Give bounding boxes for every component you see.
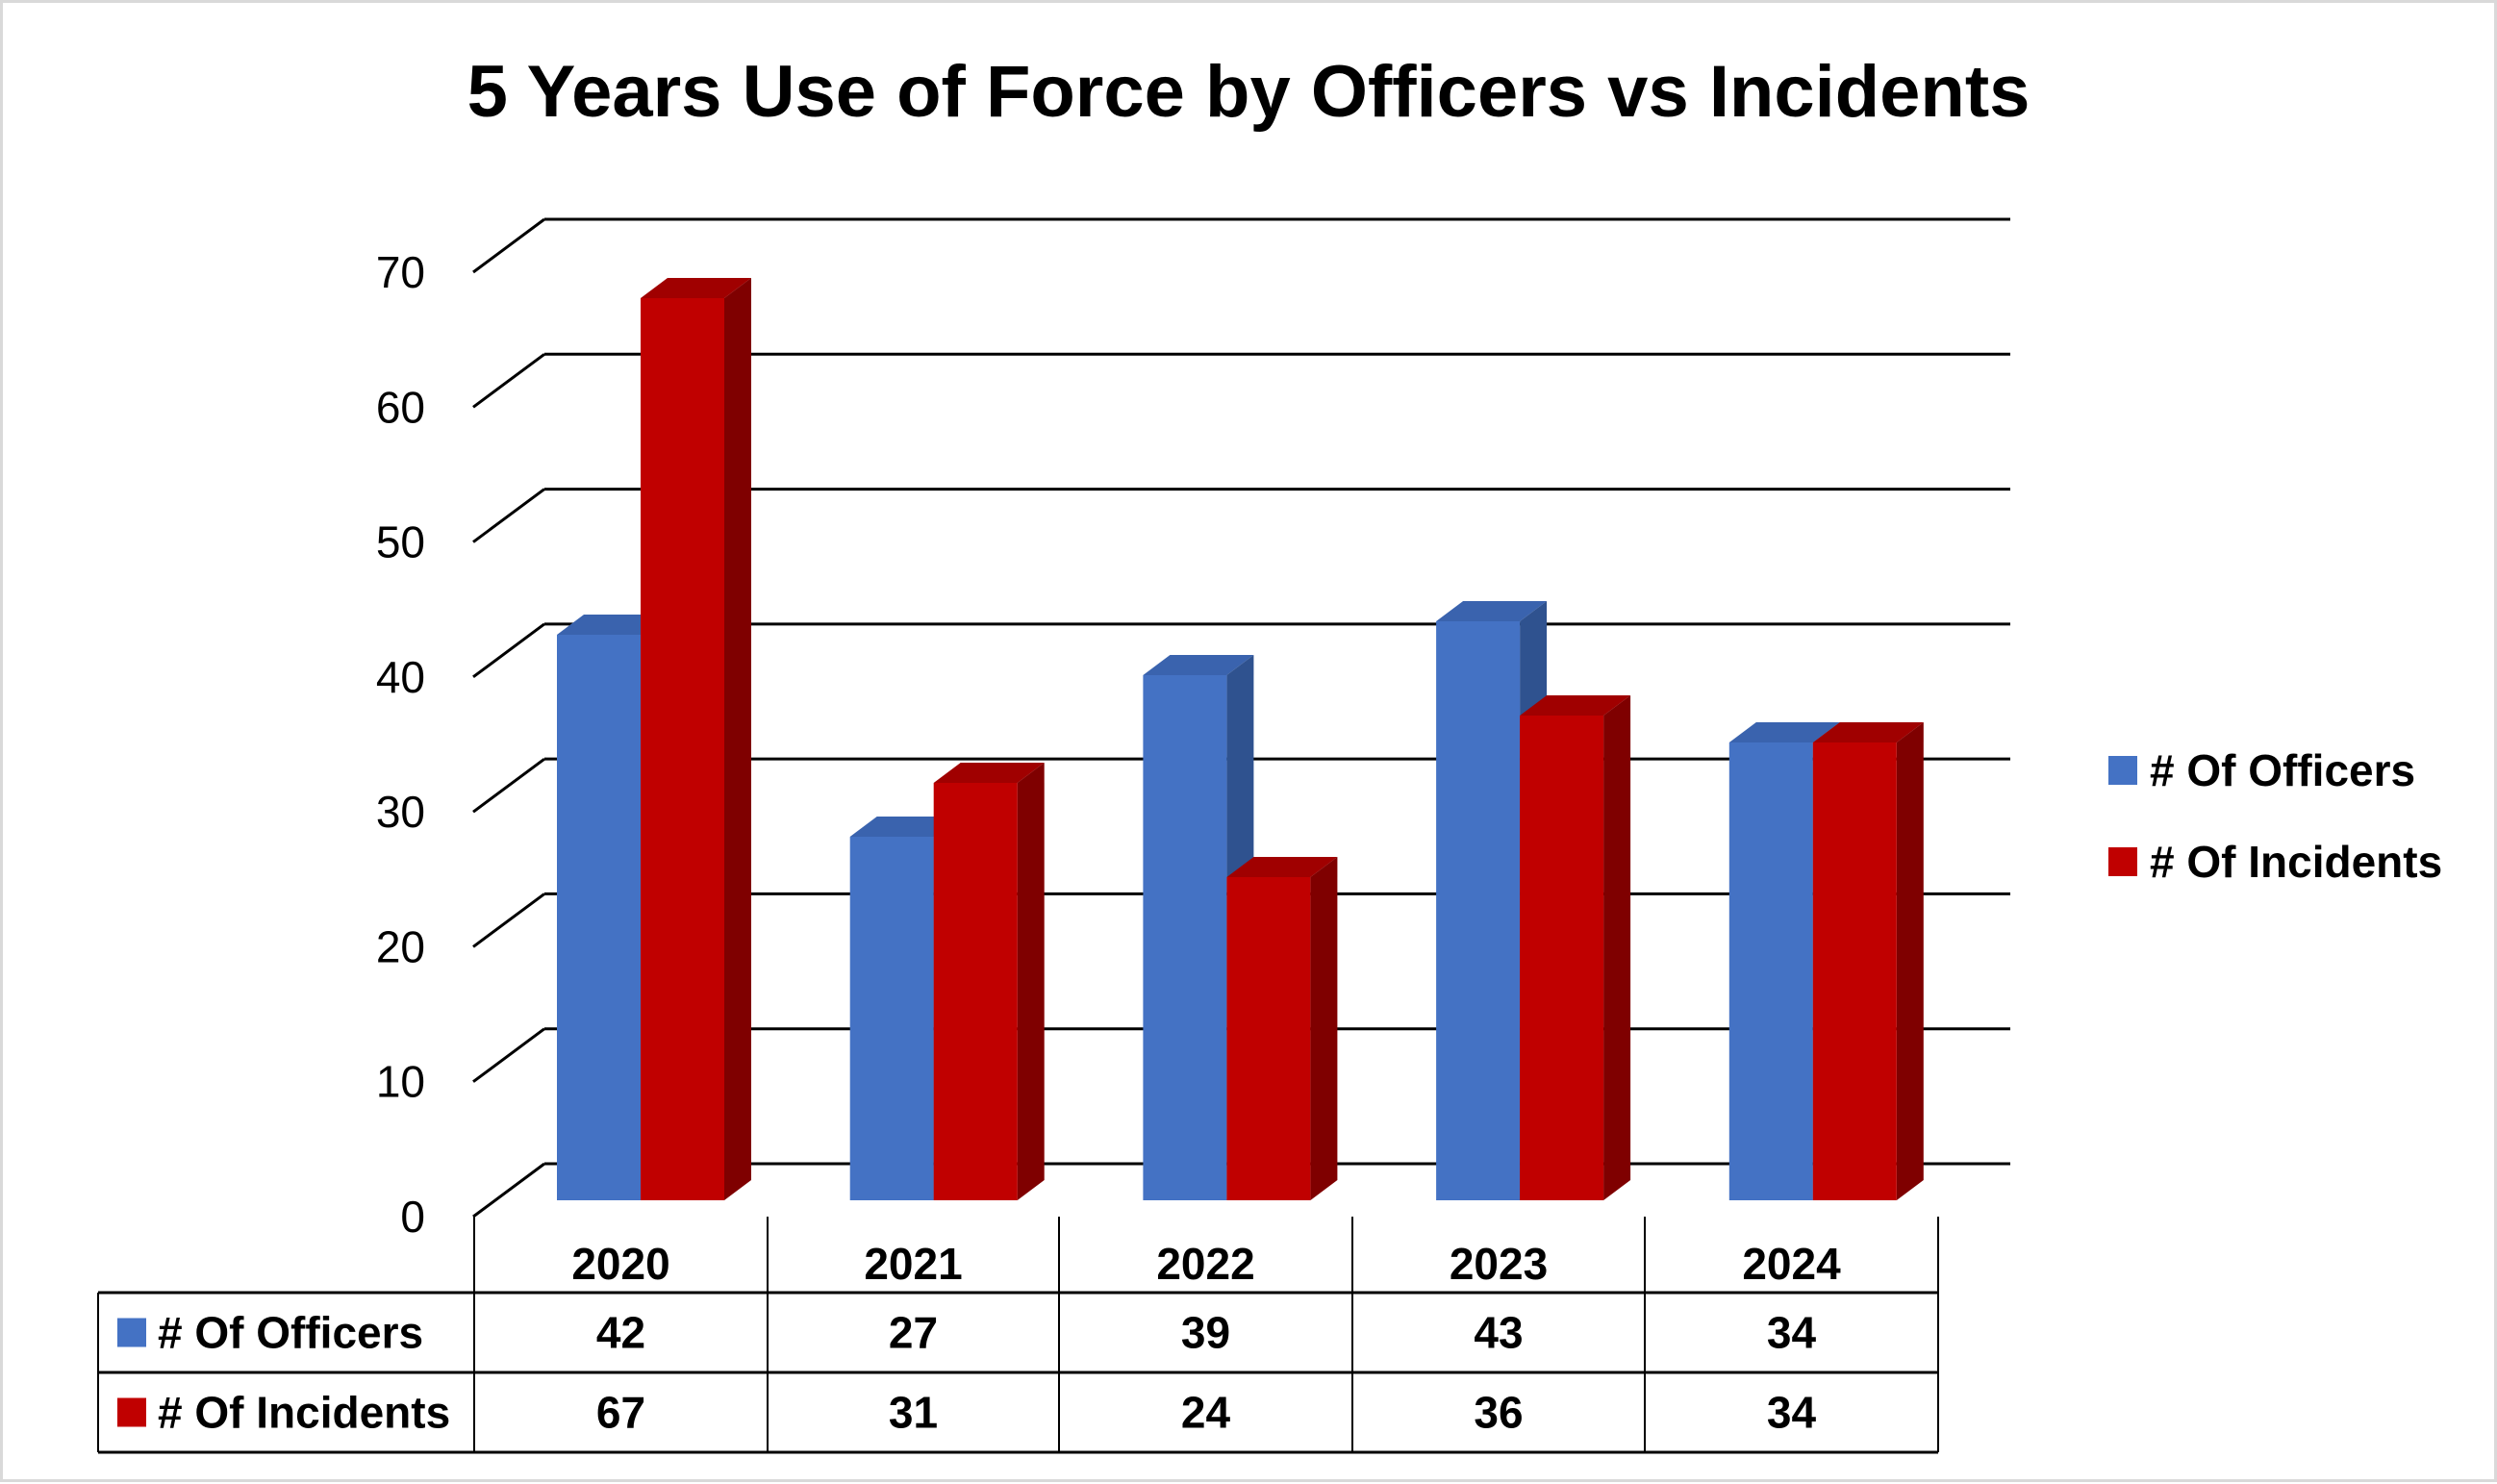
legend-key: [2108, 756, 2137, 785]
bar-top: [641, 278, 751, 298]
gridline-diagonal: [472, 893, 545, 948]
data-table: 2020 42 67 2021 27 31 2022 39 24 2023 43 36 2024 34 34…: [97, 1217, 1939, 1454]
table-value: 34: [1767, 1308, 1817, 1358]
chart-title: 5 Years Use of Force by Officers vs Inci…: [467, 51, 2030, 133]
table-series-label: # Of Officers: [158, 1308, 423, 1358]
category-label: 2022: [1156, 1239, 1254, 1289]
bars: [557, 278, 1924, 1200]
bar-top: [1436, 601, 1548, 621]
bar-2024-0: [1728, 742, 1813, 1200]
y-tick-label: 10: [376, 1057, 425, 1107]
chart: 5 Years Use of Force by Officers vs Inci…: [97, 51, 2442, 1454]
table-value: 34: [1767, 1388, 1817, 1438]
table-value: 39: [1181, 1308, 1230, 1358]
bar-top: [933, 763, 1045, 783]
bar-2024-1: [1812, 742, 1897, 1200]
gridline-diagonal: [472, 217, 545, 274]
legend-key: [2108, 847, 2137, 876]
table-value: 24: [1181, 1388, 1231, 1438]
gridline-diagonal: [472, 1027, 545, 1083]
bar-top: [1143, 655, 1254, 675]
legend-label: # Of Officers: [2150, 745, 2415, 795]
bar-top: [1728, 722, 1840, 742]
bar-top: [849, 817, 961, 837]
table-value: 27: [889, 1308, 938, 1358]
table-series-label: # Of Incidents: [158, 1388, 450, 1438]
legend: # Of Officers # Of Incidents: [2108, 745, 2442, 887]
category-label: 2024: [1742, 1239, 1841, 1289]
category-label: 2023: [1450, 1239, 1548, 1289]
category-label: 2020: [571, 1239, 669, 1289]
y-tick-label: 0: [400, 1192, 425, 1242]
bar-2020-0: [557, 635, 641, 1200]
bar-2023-0: [1436, 621, 1521, 1200]
bar-top: [557, 615, 668, 635]
table-value: 67: [596, 1388, 645, 1438]
y-tick-label: 70: [376, 247, 425, 297]
gridline-diagonal: [472, 353, 545, 409]
y-tick-label: 60: [376, 382, 425, 432]
bar-2023-1: [1520, 716, 1604, 1200]
table-value: 42: [596, 1308, 645, 1358]
category-label: 2021: [864, 1239, 962, 1289]
y-tick-label: 40: [376, 652, 425, 702]
gridline-diagonal: [472, 622, 545, 679]
bar-side: [1310, 857, 1338, 1200]
bar-2020-1: [641, 298, 724, 1200]
bar-top: [1520, 695, 1631, 716]
y-axis: 0 10 20 30 40 50 60 70: [376, 247, 425, 1242]
table-legend-key: [117, 1397, 146, 1427]
bar-top: [1812, 722, 1924, 742]
bar-2022-0: [1143, 675, 1227, 1200]
gridline-diagonal: [472, 488, 545, 543]
gridline-diagonal: [472, 1162, 545, 1219]
table-value: 43: [1474, 1308, 1523, 1358]
bar-side: [1603, 695, 1631, 1200]
bar-2021-1: [933, 783, 1018, 1200]
y-tick-label: 20: [376, 921, 425, 971]
table-value: 36: [1474, 1388, 1523, 1438]
bar-2021-0: [849, 837, 934, 1200]
y-tick-label: 30: [376, 787, 425, 837]
bar-side: [724, 278, 751, 1200]
bar-side: [1017, 763, 1045, 1200]
bar-2022-1: [1226, 877, 1311, 1200]
legend-label: # Of Incidents: [2150, 837, 2442, 887]
table-legend-key: [117, 1318, 146, 1347]
bar-side: [1896, 722, 1924, 1200]
bar-top: [1226, 857, 1338, 877]
y-tick-label: 50: [376, 517, 425, 567]
gridline-diagonal: [472, 757, 545, 814]
table-value: 31: [889, 1388, 938, 1438]
